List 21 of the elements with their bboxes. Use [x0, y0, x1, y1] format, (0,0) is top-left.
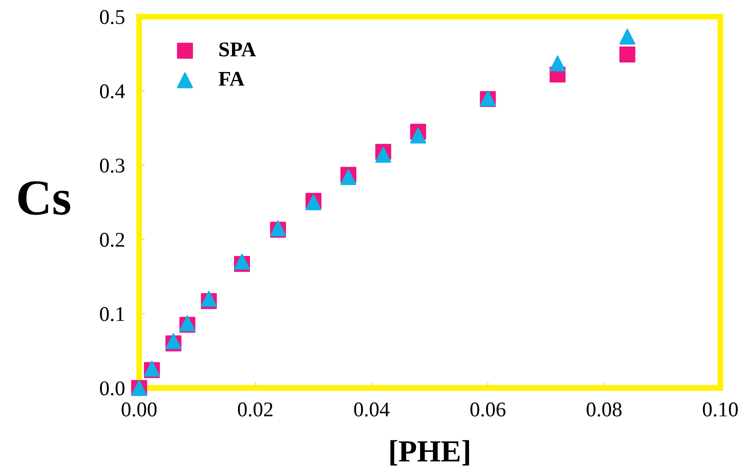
y-tick-label: 0.5	[100, 10, 124, 24]
x-tick-label: 0.10	[702, 402, 738, 417]
x-tick-label: 0.04	[354, 402, 390, 417]
x-axis-title: [PHE]	[390, 440, 470, 466]
point	[410, 127, 426, 144]
x-tick-label: 0.06	[470, 402, 506, 417]
point	[550, 55, 566, 72]
point	[375, 146, 392, 163]
point	[619, 46, 636, 63]
legend-label: SPA	[219, 42, 256, 56]
legend-label: FA	[218, 72, 244, 86]
y-tick-label: 0.4	[100, 84, 125, 98]
y-tick-label: 0.1	[100, 307, 124, 322]
x-tick-label: 0.08	[586, 402, 622, 417]
y-axis-title: Cs	[18, 181, 70, 215]
y-tick-label: 0.3	[100, 158, 124, 173]
x-tick-label: 0.02	[238, 402, 272, 417]
y-tick-label: 0.0	[100, 381, 124, 396]
point	[619, 28, 636, 45]
y-tick-label: 0.2	[100, 232, 124, 247]
x-tick-label: 0.00	[122, 402, 157, 417]
